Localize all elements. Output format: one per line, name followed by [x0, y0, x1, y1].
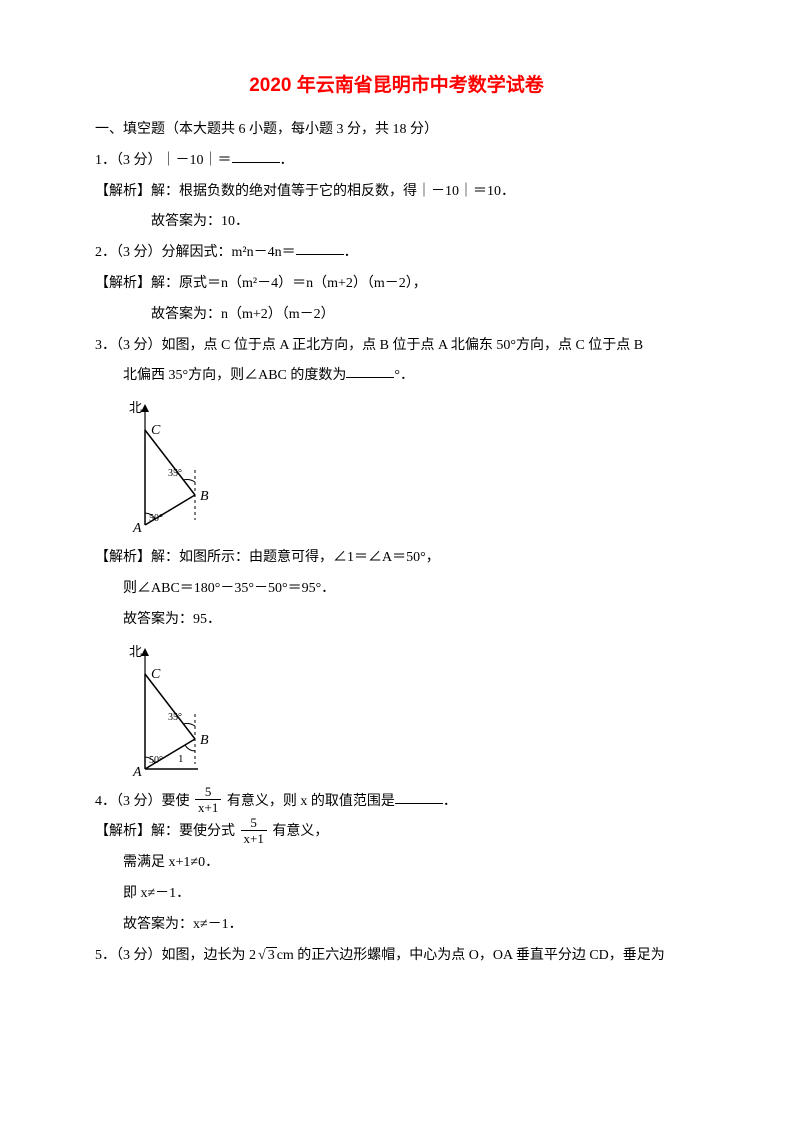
q1-stem-b: ． [280, 153, 294, 168]
q5-stem: 5．（3 分）如图，边长为 2√3cm 的正六边形螺帽，中心为点 O，OA 垂直… [95, 941, 698, 972]
q4-stem-a: 4．（3 分）要使 [95, 794, 190, 809]
q4-frac-num-2: 5 [241, 816, 267, 831]
q4-sol2: 需满足 x+1≠0． [95, 848, 698, 879]
B-label: B [200, 489, 209, 504]
q3-diagram-2: 北 C B A 50° 35° 1 [123, 644, 698, 779]
q4-frac: 5 x+1 [195, 785, 221, 814]
q1-sol1: 【解析】解：根据负数的绝对值等于它的相反数，得｜－10｜＝10． [95, 177, 698, 208]
q1-stem: 1．（3 分）｜－10｜＝ ． [95, 146, 698, 177]
A-label-2: A [132, 765, 142, 779]
q5-radicand: 3 [266, 947, 277, 963]
q5-sqrt: √3 [256, 941, 277, 972]
q3-stem2: 北偏西 35°方向，则∠ABC 的度数为 °． [95, 361, 698, 392]
q2-sol1: 【解析】解：原式＝n（m²－4）＝n（m+2）（m－2）， [95, 269, 698, 300]
north-label-2: 北 [129, 644, 142, 659]
q3-ans: 故答案为：95． [95, 605, 698, 636]
q1-ans: 故答案为：10． [95, 207, 698, 238]
q4-sol1: 【解析】解：要使分式 5 x+1 有意义， [95, 817, 698, 848]
q4-sol3: 即 x≠－1． [95, 879, 698, 910]
q2-stem-a: 2．（3 分）分解因式：m²n－4n＝ [95, 245, 296, 260]
angle-50: 50° [149, 513, 163, 524]
q4-stem: 4．（3 分）要使 5 x+1 有意义，则 x 的取值范围是 ． [95, 787, 698, 818]
q4-frac-den-2: x+1 [241, 831, 267, 845]
B-label-2: B [200, 733, 209, 748]
angle-1: 1 [178, 753, 184, 765]
angle-50-2: 50° [149, 755, 163, 766]
q4-frac-2: 5 x+1 [241, 816, 267, 845]
q3-stem2-a: 北偏西 35°方向，则∠ABC 的度数为 [123, 368, 346, 383]
q1-stem-a: 1．（3 分）｜－10｜＝ [95, 153, 232, 168]
q2-stem: 2．（3 分）分解因式：m²n－4n＝ ． [95, 238, 698, 269]
q2-ans: 故答案为：n（m+2）（m－2） [95, 300, 698, 331]
q3-sol2: 则∠ABC＝180°－35°－50°＝95°． [95, 574, 698, 605]
q4-sol1-a: 【解析】解：要使分式 [95, 824, 235, 839]
q4-stem-b: 有意义，则 x 的取值范围是 [227, 794, 395, 809]
q3-sol1: 【解析】解：如图所示：由题意可得，∠1＝∠A＝50°， [95, 543, 698, 574]
page-title: 2020 年云南省昆明市中考数学试卷 [95, 70, 698, 97]
q1-blank [232, 148, 280, 163]
q4-blank [395, 789, 443, 804]
q3-stem2-b: °． [394, 368, 414, 383]
q3-diagram-1: 北 C B A 50° 35° [123, 400, 698, 535]
q2-stem-b: ． [344, 245, 358, 260]
angle-35: 35° [168, 468, 182, 479]
north-label: 北 [129, 400, 142, 415]
C-label-2: C [151, 667, 161, 682]
q3-stem1: 3．（3 分）如图，点 C 位于点 A 正北方向，点 B 位于点 A 北偏东 5… [95, 331, 698, 362]
q2-blank [296, 240, 344, 255]
q4-stem-c: ． [443, 794, 457, 809]
angle-35-2: 35° [168, 712, 182, 723]
C-label: C [151, 423, 161, 438]
q3-blank [346, 363, 394, 378]
section-heading: 一、填空题（本大题共 6 小题，每小题 3 分，共 18 分） [95, 115, 698, 146]
q4-frac-den: x+1 [195, 800, 221, 814]
q4-sol1-b: 有意义， [272, 824, 328, 839]
q5-stem-b: cm 的正六边形螺帽，中心为点 O，OA 垂直平分边 CD，垂足为 [277, 948, 665, 963]
q4-frac-num: 5 [195, 785, 221, 800]
q5-stem-a: 5．（3 分）如图，边长为 2 [95, 948, 256, 963]
q4-ans: 故答案为：x≠－1． [95, 910, 698, 941]
A-label: A [132, 521, 142, 535]
